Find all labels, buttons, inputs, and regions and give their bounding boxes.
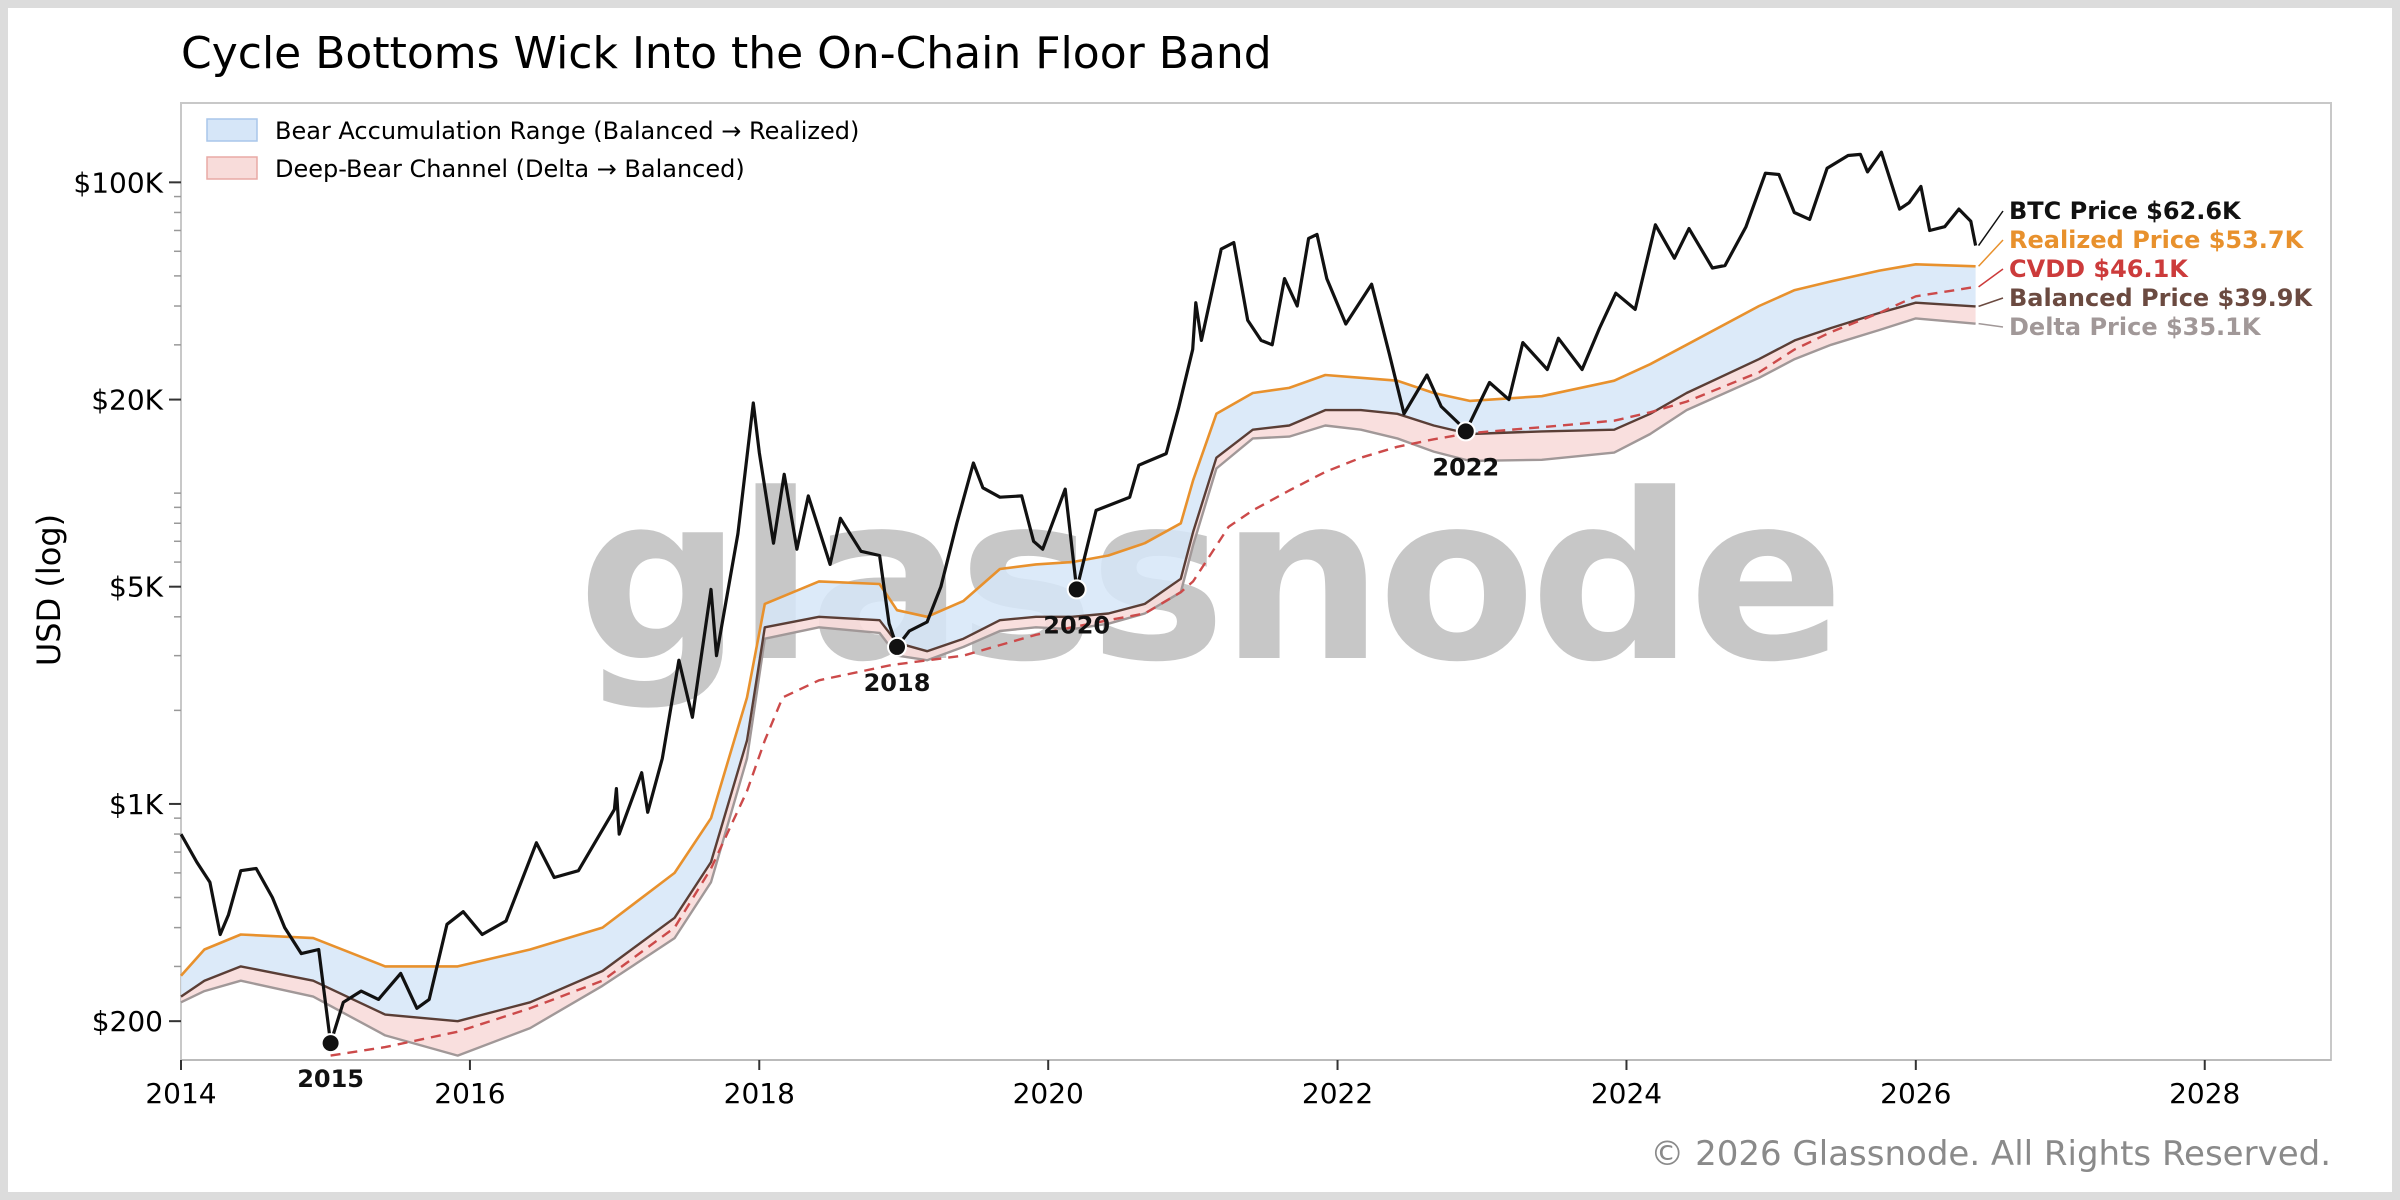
plot-area (180, 102, 2332, 1061)
y-tick-label: $20K (91, 384, 163, 417)
y-tick-label: $1K (109, 788, 164, 821)
legend-swatch (206, 118, 258, 142)
end-label: BTC Price $62.6K (2009, 197, 2242, 225)
end-label-leader (1978, 268, 2004, 288)
cycle-bottom-marker (1066, 579, 1087, 600)
end-label: Balanced Price $39.9K (2009, 284, 2313, 312)
x-tick-label: 2014 (145, 1077, 216, 1110)
legend: Bear Accumulation Range (Balanced → Real… (206, 117, 859, 183)
x-tick-label: 2028 (2169, 1077, 2240, 1110)
copyright-notice: © 2026 Glassnode. All Rights Reserved. (1650, 1134, 2331, 1174)
x-tick-label: 2026 (1880, 1077, 1951, 1110)
cycle-bottom-marker (1455, 421, 1476, 442)
y-tick-label: $200 (92, 1005, 163, 1038)
end-label: CVDD $46.1K (2009, 255, 2189, 283)
delta-price-line (180, 317, 1976, 1057)
x-tick-label: 2016 (434, 1077, 505, 1110)
cycle-bottom-label: 2015 (297, 1065, 364, 1093)
legend-label: Deep-Bear Channel (Delta → Balanced) (275, 155, 745, 183)
cycle-bottom-label: 2018 (864, 669, 931, 697)
y-axis-title: USD (log) (30, 514, 68, 666)
lines-layer (179, 150, 1978, 1057)
btc-price-line (179, 150, 1978, 1045)
end-label-leader (1977, 210, 2004, 246)
x-tick-label: 2020 (1013, 1077, 1084, 1110)
end-label-leader (1978, 297, 2004, 308)
chart-title: Cycle Bottoms Wick Into the On-Chain Flo… (181, 28, 1272, 79)
watermark: glassnode (578, 446, 1839, 713)
cycle-bottom-label: 2022 (1432, 453, 1499, 481)
cycle-bottom-label: 2020 (1043, 611, 1110, 639)
cvdd-line (330, 285, 1976, 1057)
x-tick-label: 2018 (724, 1077, 795, 1110)
x-tick-label: 2024 (1591, 1077, 1662, 1110)
legend-swatch (206, 156, 258, 180)
end-label: Realized Price $53.7K (2009, 226, 2305, 254)
y-tick-label: $5K (109, 571, 164, 604)
legend-label: Bear Accumulation Range (Balanced → Real… (275, 117, 859, 145)
end-label-leader (1978, 239, 2004, 267)
realized-price-line (180, 263, 1976, 977)
end-label-leader (1978, 322, 2004, 328)
cycle-bottom-markers: 2015 2018 2020 2022 (297, 421, 1499, 1093)
cycle-bottom-marker (320, 1033, 341, 1054)
x-axis: 2014 2016 2018 2020 2022 2024 2026 2028 (145, 1059, 2331, 1110)
y-tick-label: $100K (73, 166, 163, 199)
chart-frame: glassnode 2015 2018 2020 2022 $200 $1K $5K $20… (8, 8, 2392, 1192)
x-tick-label: 2022 (1302, 1077, 1373, 1110)
end-label: Delta Price $35.1K (2009, 313, 2262, 341)
y-axis: $200 $1K $5K $20K $100K (73, 166, 181, 1038)
cycle-bottom-marker (887, 636, 908, 657)
